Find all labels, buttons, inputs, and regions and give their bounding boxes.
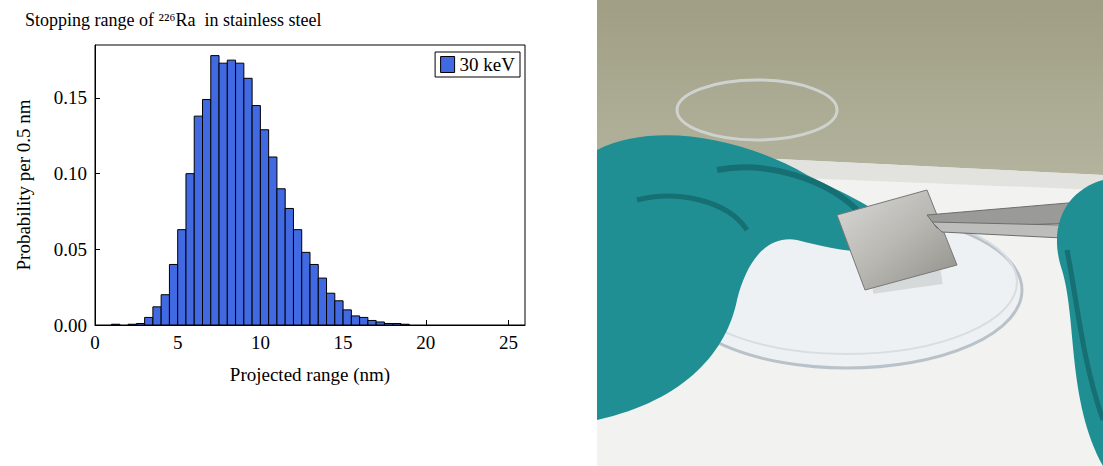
svg-text:0.05: 0.05 — [54, 239, 87, 260]
svg-text:25: 25 — [499, 332, 518, 353]
svg-text:Probability per 0.5 nm: Probability per 0.5 nm — [13, 99, 34, 270]
svg-text:Stopping range of ²²⁶Ra in st: Stopping range of ²²⁶Ra in stainless ste… — [25, 10, 322, 30]
svg-text:10: 10 — [251, 332, 270, 353]
svg-text:20: 20 — [416, 332, 435, 353]
svg-text:0.00: 0.00 — [54, 315, 87, 336]
svg-text:0.15: 0.15 — [54, 87, 87, 108]
svg-text:0.10: 0.10 — [54, 163, 87, 184]
svg-text:Projected range (nm): Projected range (nm) — [230, 364, 390, 386]
svg-text:0: 0 — [90, 332, 100, 353]
svg-text:5: 5 — [173, 332, 183, 353]
svg-text:15: 15 — [334, 332, 353, 353]
svg-text:30 keV: 30 keV — [460, 54, 516, 75]
